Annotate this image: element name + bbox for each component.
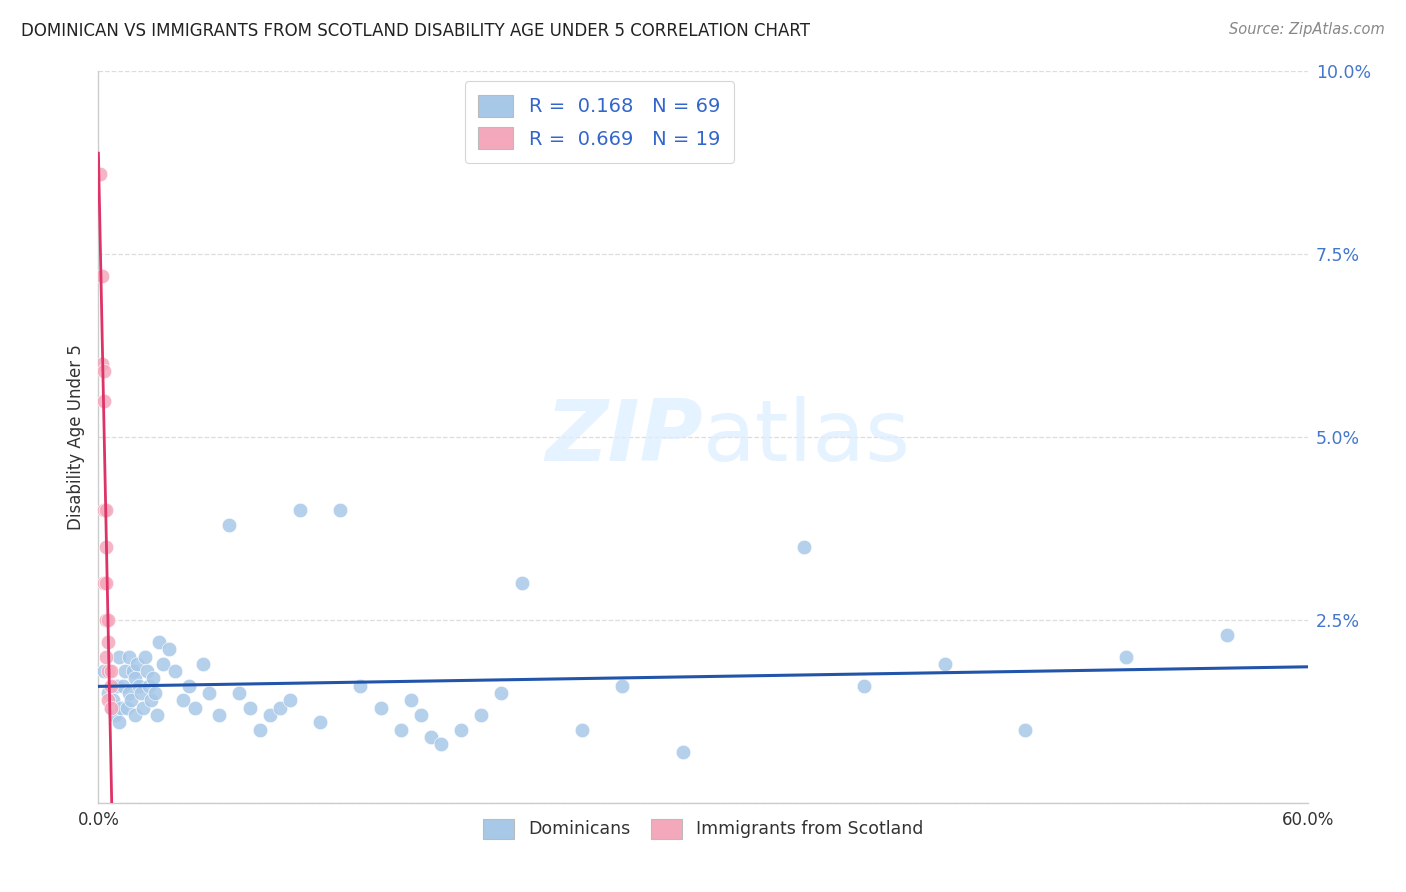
Point xyxy=(93,503,115,517)
Point xyxy=(172,693,194,707)
Point xyxy=(510,576,533,591)
Point xyxy=(228,686,250,700)
Point xyxy=(288,503,311,517)
Point xyxy=(93,393,115,408)
Point xyxy=(103,708,125,723)
Point xyxy=(138,679,160,693)
Point xyxy=(470,708,492,723)
Point xyxy=(853,679,876,693)
Point xyxy=(107,715,129,730)
Point xyxy=(143,686,166,700)
Point xyxy=(184,700,207,714)
Y-axis label: Disability Age Under 5: Disability Age Under 5 xyxy=(66,344,84,530)
Point xyxy=(430,737,453,751)
Point xyxy=(97,686,120,700)
Point xyxy=(115,700,138,714)
Point xyxy=(101,693,124,707)
Point xyxy=(349,679,371,693)
Point xyxy=(249,723,271,737)
Point xyxy=(399,693,422,707)
Point xyxy=(571,723,593,737)
Point xyxy=(100,700,122,714)
Text: atlas: atlas xyxy=(703,395,911,479)
Point xyxy=(193,657,215,671)
Point xyxy=(491,686,513,700)
Point xyxy=(121,664,143,678)
Point xyxy=(259,708,281,723)
Point xyxy=(278,693,301,707)
Point xyxy=(107,649,129,664)
Point xyxy=(1115,649,1137,664)
Point xyxy=(91,269,114,284)
Point xyxy=(672,745,695,759)
Point xyxy=(793,540,815,554)
Point xyxy=(208,708,231,723)
Point xyxy=(100,679,122,693)
Point xyxy=(135,664,157,678)
Legend: Dominicans, Immigrants from Scotland: Dominicans, Immigrants from Scotland xyxy=(472,808,934,849)
Point xyxy=(91,357,114,371)
Point xyxy=(110,700,132,714)
Point xyxy=(132,700,155,714)
Point xyxy=(105,679,128,693)
Point xyxy=(198,686,221,700)
Text: DOMINICAN VS IMMIGRANTS FROM SCOTLAND DISABILITY AGE UNDER 5 CORRELATION CHART: DOMINICAN VS IMMIGRANTS FROM SCOTLAND DI… xyxy=(21,22,810,40)
Point xyxy=(218,517,240,532)
Point xyxy=(93,576,115,591)
Point xyxy=(100,664,122,678)
Text: Source: ZipAtlas.com: Source: ZipAtlas.com xyxy=(1229,22,1385,37)
Point xyxy=(89,167,111,181)
Point xyxy=(96,649,118,664)
Point xyxy=(329,503,352,517)
Point xyxy=(97,635,120,649)
Point xyxy=(96,576,118,591)
Point xyxy=(148,635,170,649)
Point xyxy=(100,700,122,714)
Point xyxy=(1216,627,1239,641)
Point xyxy=(269,700,291,714)
Point xyxy=(370,700,392,714)
Point xyxy=(146,708,169,723)
Point xyxy=(134,649,156,664)
Point xyxy=(124,672,146,686)
Point xyxy=(97,693,120,707)
Point xyxy=(152,657,174,671)
Point xyxy=(934,657,956,671)
Text: ZIP: ZIP xyxy=(546,395,703,479)
Point xyxy=(125,657,148,671)
Point xyxy=(124,708,146,723)
Point xyxy=(118,649,141,664)
Point xyxy=(1014,723,1036,737)
Point xyxy=(93,664,115,678)
Point xyxy=(179,679,201,693)
Point xyxy=(142,672,165,686)
Point xyxy=(139,693,162,707)
Point xyxy=(128,679,150,693)
Point xyxy=(114,664,136,678)
Point xyxy=(450,723,472,737)
Point xyxy=(409,708,432,723)
Point xyxy=(96,503,118,517)
Point xyxy=(389,723,412,737)
Point xyxy=(239,700,262,714)
Point xyxy=(118,686,141,700)
Point xyxy=(309,715,332,730)
Point xyxy=(420,730,443,744)
Point xyxy=(93,364,115,378)
Point xyxy=(96,540,118,554)
Point xyxy=(96,613,118,627)
Point xyxy=(97,613,120,627)
Point xyxy=(111,679,134,693)
Point xyxy=(129,686,152,700)
Point xyxy=(120,693,142,707)
Point xyxy=(157,642,180,657)
Point xyxy=(97,664,120,678)
Point xyxy=(612,679,634,693)
Point xyxy=(163,664,186,678)
